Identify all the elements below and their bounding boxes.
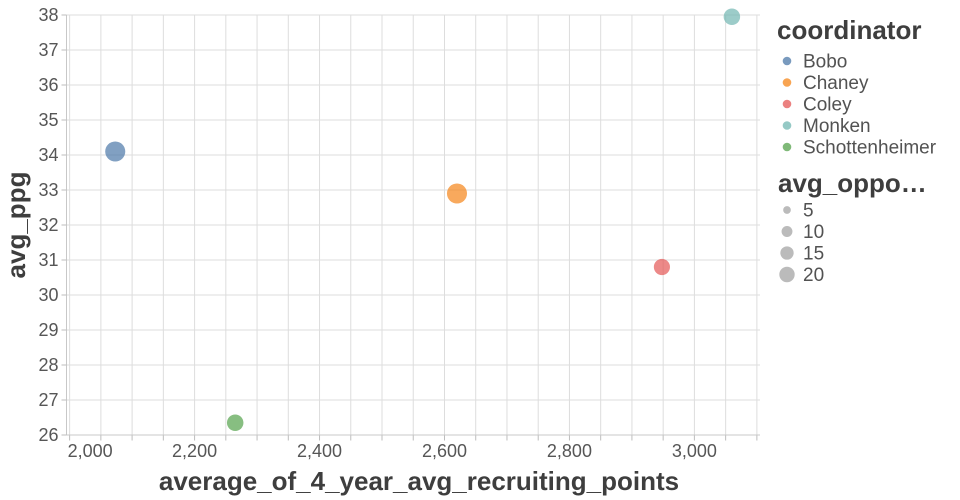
- legend-swatch-schottenheimer: [782, 142, 792, 152]
- x-tick-label: 2,800: [547, 441, 592, 461]
- size-legend-label-5: 5: [803, 201, 814, 222]
- legend-label-monken: Monken: [803, 116, 871, 137]
- tick-layer: [61, 14, 758, 441]
- legend-swatch-monken: [782, 121, 792, 130]
- size-legend-swatch-5: [783, 206, 791, 214]
- x-tick-label: 2,400: [297, 441, 342, 461]
- scatter-point-monken[interactable]: [723, 8, 741, 25]
- y-tick-label: 28: [38, 355, 58, 375]
- scatter-point-bobo[interactable]: [105, 141, 126, 162]
- size-legend-label-15: 15: [803, 244, 824, 265]
- legend: coordinator BoboChaneyColeyMonkenSchotte…: [777, 15, 937, 286]
- y-axis-title: avg_ppg: [1, 172, 31, 279]
- x-tick-label: 2,000: [68, 441, 113, 461]
- legend-swatch-bobo: [782, 56, 792, 66]
- y-tick-label: 29: [38, 320, 58, 340]
- color-legend-title: coordinator: [777, 15, 921, 45]
- y-tick-label: 32: [38, 215, 58, 235]
- legend-swatch-coley: [782, 99, 792, 109]
- x-tick-label: 3,000: [672, 441, 717, 461]
- size-legend-label-10: 10: [803, 222, 824, 243]
- size-legend-label-20: 20: [803, 265, 824, 286]
- y-tick-label: 37: [38, 40, 58, 60]
- y-tick-label: 34: [38, 145, 58, 165]
- legend-label-chaney: Chaney: [803, 73, 869, 94]
- y-tick-label: 30: [38, 285, 58, 305]
- axis-layer: 2,000 2,200 2,400 2,600 2,800 3,000 26 27 28 29 30…: [38, 5, 760, 461]
- x-tick-label: 2,600: [422, 441, 467, 461]
- size-legend-swatch-10: [781, 226, 793, 237]
- legend-label-schottenheimer: Schottenheimer: [803, 138, 937, 159]
- x-axis-title: average_of_4_year_avg_recruiting_points: [159, 466, 679, 496]
- y-tick-label: 33: [38, 180, 58, 200]
- scatter-point-chaney[interactable]: [446, 183, 468, 204]
- y-tick-label: 38: [38, 5, 58, 25]
- y-tick-label: 35: [38, 110, 58, 130]
- scatter-point-coley[interactable]: [653, 258, 670, 276]
- grid-layer: [66, 14, 760, 436]
- legend-swatch-chaney: [782, 78, 792, 87]
- tick-label-layer: 2,000 2,200 2,400 2,600 2,800 3,000 26 27 28 29 30…: [38, 5, 716, 461]
- size-legend-title: avg_oppo…: [778, 168, 927, 198]
- y-tick-label: 27: [38, 390, 58, 410]
- scatter-point-schottenheimer[interactable]: [226, 414, 244, 431]
- points-layer: [105, 8, 741, 431]
- y-tick-label: 36: [38, 75, 58, 95]
- size-legend-swatch-15: [780, 246, 794, 260]
- x-tick-label: 2,200: [172, 441, 217, 461]
- y-tick-label: 31: [38, 250, 58, 270]
- legend-label-bobo: Bobo: [803, 52, 847, 73]
- y-tick-label: 26: [38, 425, 58, 445]
- legend-label-coley: Coley: [803, 95, 852, 116]
- size-legend-swatch-20: [779, 266, 795, 283]
